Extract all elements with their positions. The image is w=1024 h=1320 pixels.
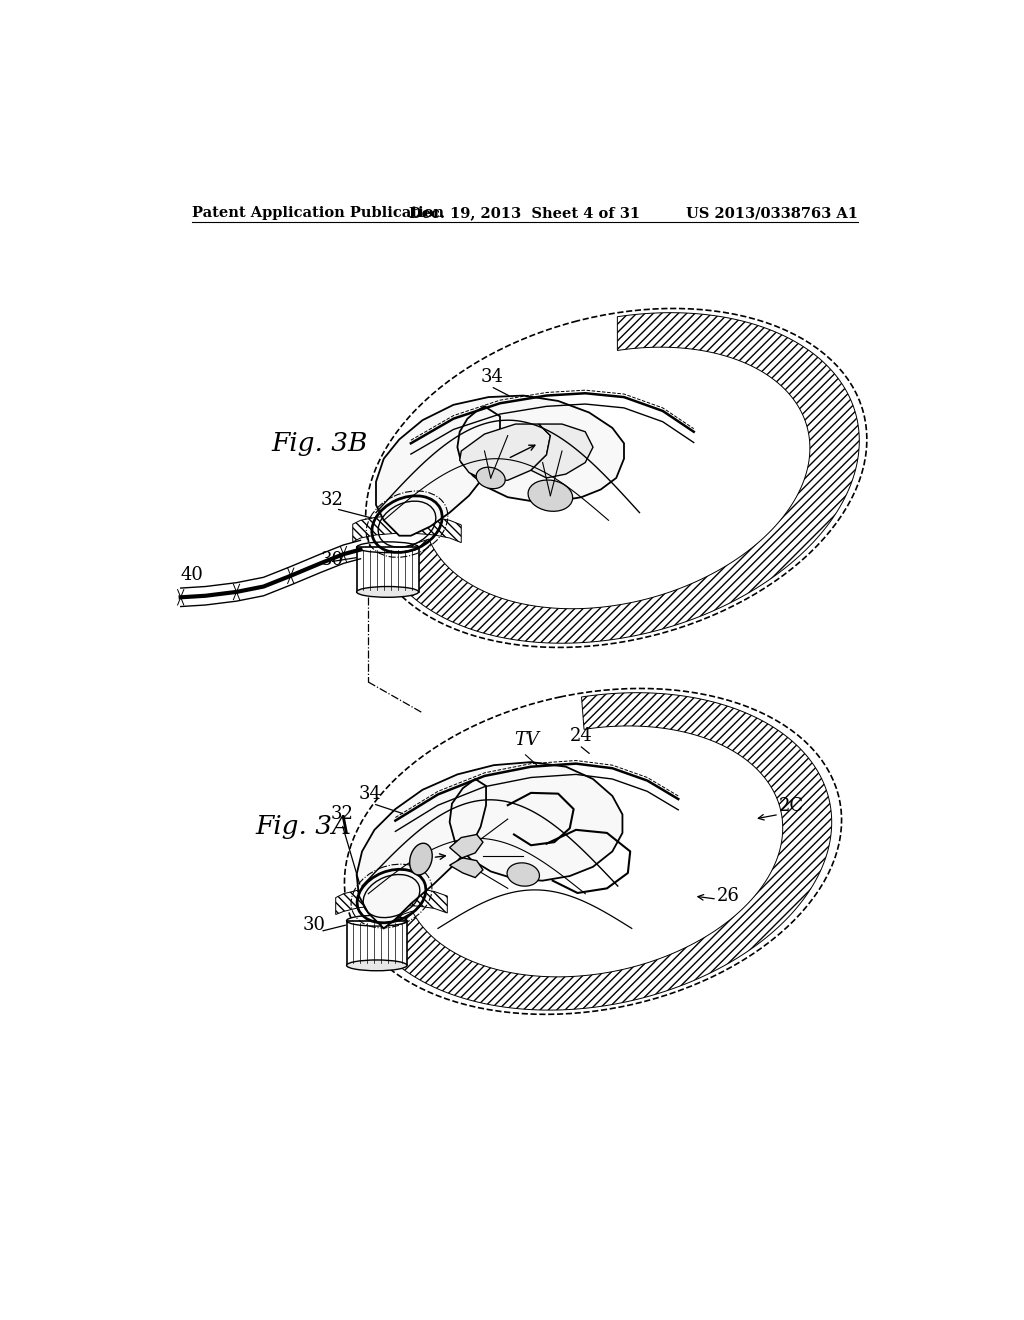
Ellipse shape — [356, 586, 419, 598]
Text: Fig. 3B: Fig. 3B — [271, 432, 368, 455]
Text: 2C: 2C — [779, 797, 804, 816]
Text: 30: 30 — [321, 550, 343, 569]
Text: Fig. 3A: Fig. 3A — [256, 814, 352, 840]
Text: 26: 26 — [717, 887, 740, 904]
Text: 34: 34 — [359, 785, 382, 803]
Text: 32: 32 — [331, 805, 354, 824]
Polygon shape — [376, 396, 624, 536]
Ellipse shape — [528, 480, 572, 511]
Text: 40: 40 — [180, 566, 204, 585]
Text: 32: 32 — [321, 491, 343, 510]
Ellipse shape — [346, 960, 407, 970]
Text: 24: 24 — [569, 726, 593, 744]
Polygon shape — [450, 834, 483, 878]
Ellipse shape — [507, 863, 540, 886]
Text: 30: 30 — [302, 916, 326, 935]
Bar — [346, 921, 407, 965]
Polygon shape — [381, 313, 859, 643]
Ellipse shape — [476, 467, 505, 488]
Text: TV: TV — [514, 731, 539, 750]
Polygon shape — [356, 762, 623, 928]
Text: US 2013/0338763 A1: US 2013/0338763 A1 — [686, 206, 858, 220]
Text: Dec. 19, 2013  Sheet 4 of 31: Dec. 19, 2013 Sheet 4 of 31 — [410, 206, 640, 220]
Polygon shape — [352, 516, 461, 543]
Polygon shape — [531, 424, 593, 478]
Polygon shape — [460, 424, 550, 480]
Text: 34: 34 — [480, 368, 504, 385]
Bar — [356, 548, 419, 591]
Text: Patent Application Publication: Patent Application Publication — [191, 206, 443, 220]
Polygon shape — [366, 693, 831, 1010]
Ellipse shape — [410, 843, 432, 875]
Polygon shape — [336, 887, 447, 915]
